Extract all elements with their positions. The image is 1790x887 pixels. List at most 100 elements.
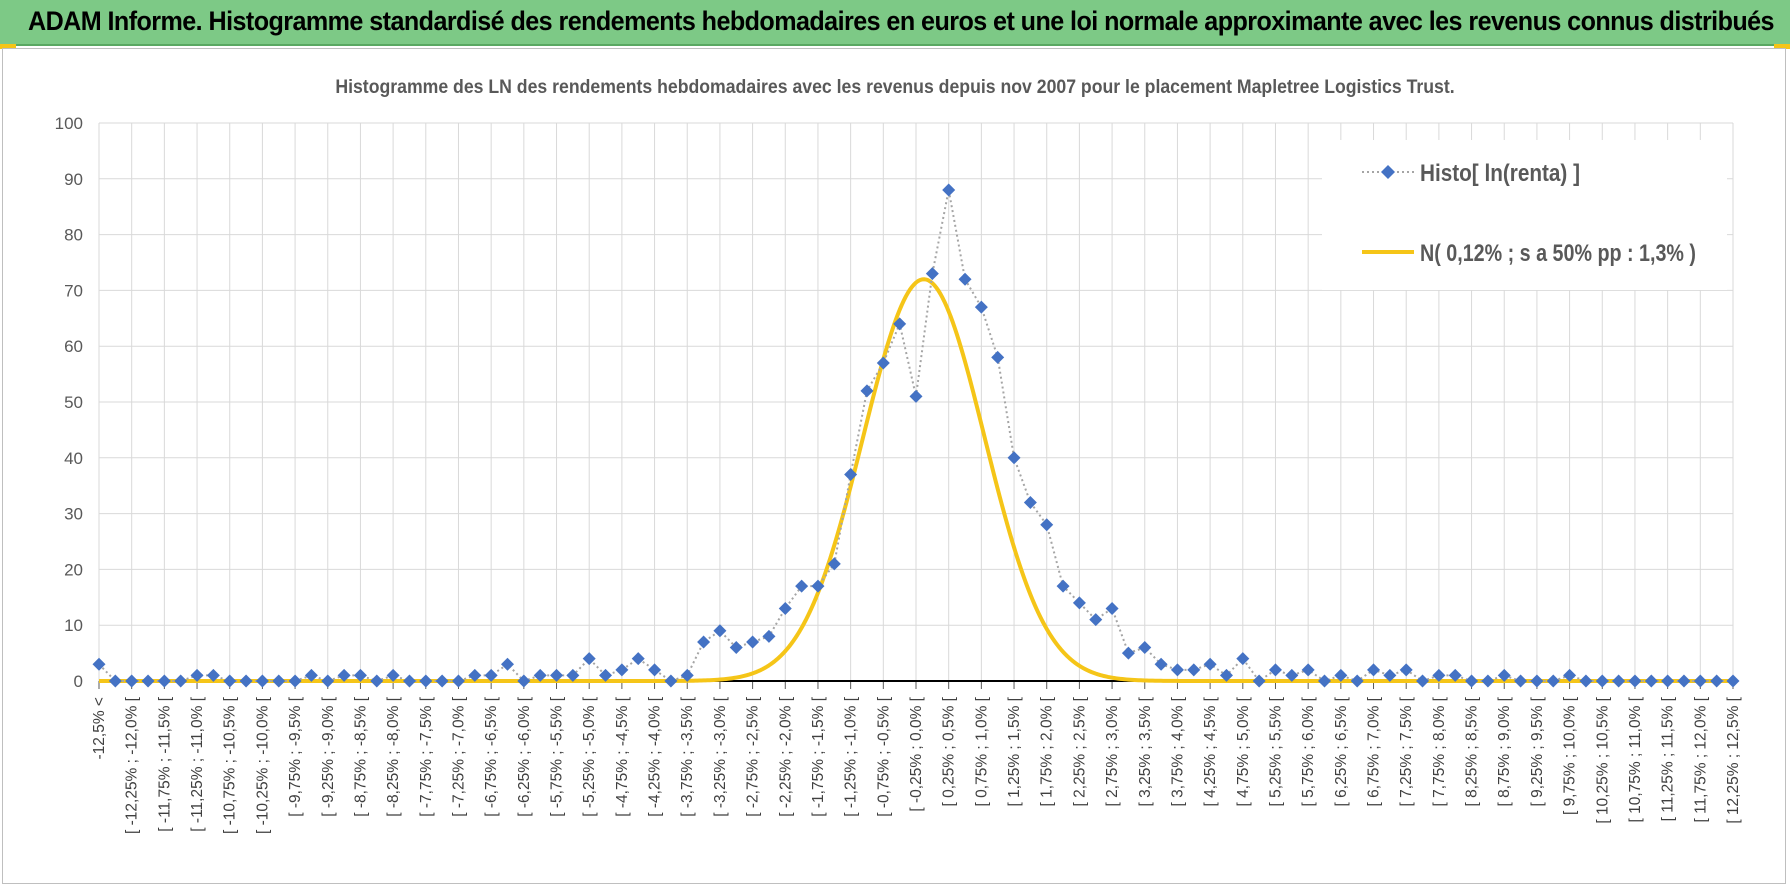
x-tick-label: [ 9,25% ; 9,5% [ [1529, 696, 1546, 806]
histogram-point [272, 674, 286, 688]
histogram-point [353, 668, 367, 682]
histogram-point [1072, 596, 1086, 610]
x-tick-label: -12,5% < [91, 697, 108, 759]
histogram-point [762, 629, 776, 643]
x-tick-label: [ 11,25% ; 11,5% [ [1660, 696, 1677, 821]
histogram-point [991, 350, 1005, 364]
y-tick-label: 60 [64, 337, 83, 356]
x-tick-label: [ 11,75% ; 12,0% [ [1692, 696, 1709, 822]
histogram-point [125, 674, 139, 688]
histogram-point [1628, 674, 1642, 688]
histogram-point [1465, 674, 1479, 688]
histogram-point [566, 668, 580, 682]
x-tick-label: [ 4,25% ; 4,5% [ [1202, 696, 1219, 806]
histogram-point [501, 657, 514, 671]
histogram-point [729, 641, 743, 655]
histogram-point [1367, 663, 1381, 677]
histogram-point [550, 668, 564, 682]
x-tick-label: [ 2,25% ; 2,5% [ [1071, 696, 1088, 806]
histogram-point [1563, 668, 1577, 682]
x-tick-label: [ 3,75% ; 4,0% [ [1169, 696, 1186, 806]
histogram-point [141, 674, 155, 688]
x-tick-label: [ 10,25% ; 10,5% [ [1594, 696, 1611, 823]
x-tick-label: [ -5,25% ; -5,0% [ [581, 696, 598, 816]
histogram-point [1481, 674, 1495, 688]
histogram-point [925, 267, 939, 281]
x-tick-label: [ -4,25% ; -4,0% [ [647, 696, 664, 816]
legend-histo-marker [1381, 165, 1395, 179]
y-tick-label: 30 [64, 505, 83, 524]
x-tick-label: [ -0,75% ; -0,5% [ [875, 696, 892, 816]
chart-title: Histogramme des LN des rendements hebdom… [335, 75, 1454, 97]
histogram-point [664, 674, 678, 688]
histogram-point [386, 668, 400, 682]
x-tick-label: [ -7,25% ; -7,0% [ [450, 696, 467, 816]
x-tick-label: [ 5,25% ; 5,5% [ [1267, 696, 1284, 806]
histogram-point [876, 356, 890, 370]
histogram-point [517, 674, 531, 688]
histogram-point [1105, 601, 1119, 615]
x-tick-label: [ 0,25% ; 0,5% [ [941, 696, 958, 806]
histogram-point [451, 674, 465, 688]
report-title: ADAM Informe. Histogramme standardisé de… [28, 6, 1775, 36]
y-tick-label: 10 [64, 616, 83, 635]
x-tick-label: [ -8,25% ; -8,0% [ [385, 696, 402, 816]
histogram-point [1187, 663, 1201, 677]
histogram-point [1595, 674, 1609, 688]
histogram-point [582, 652, 596, 666]
histogram-point [435, 674, 449, 688]
x-tick-label: [ 9,75% ; 10,0% [ [1562, 696, 1579, 815]
histogram-point [827, 557, 841, 571]
histogram-point [648, 663, 662, 677]
x-tick-label: [ 12,25% ; 12,5% [ [1725, 696, 1742, 823]
histogram-point [1301, 663, 1315, 677]
histogram-point [1138, 641, 1152, 655]
x-tick-label: [ 10,75% ; 11,0% [ [1627, 696, 1644, 822]
histogram-point [1432, 668, 1446, 682]
x-tick-label: [ -11,75% ; -11,5% [ [156, 696, 173, 831]
y-tick-label: 20 [64, 560, 83, 579]
x-tick-label: [ 5,75% ; 6,0% [ [1300, 696, 1317, 806]
histogram-point [1318, 674, 1331, 688]
histogram-point [239, 674, 253, 688]
legend-label-histo: Histo[ ln(renta) ] [1420, 160, 1580, 187]
x-tick-label: [ -10,75% ; -10,5% [ [222, 696, 239, 834]
x-tick-label: [ -7,75% ; -7,5% [ [418, 696, 435, 816]
histogram-point [1546, 674, 1560, 688]
histogram-point [1334, 668, 1348, 682]
banner-corner-left [0, 44, 16, 49]
legend-box [1322, 140, 1727, 290]
x-tick-label: [ 2,75% ; 3,0% [ [1104, 696, 1121, 806]
y-tick-label: 80 [64, 226, 83, 245]
y-tick-label: 90 [64, 170, 83, 189]
x-tick-label: [ -8,75% ; -8,5% [ [352, 696, 369, 816]
histogram-point [419, 674, 433, 688]
histogram-point [1121, 646, 1135, 660]
histogram-point [1644, 674, 1658, 688]
x-tick-label: [ 6,25% ; 6,5% [ [1333, 696, 1350, 806]
y-tick-label: 40 [64, 449, 83, 468]
x-tick-label: [ -9,25% ; -9,0% [ [320, 696, 337, 816]
histogram-point [631, 652, 645, 666]
histogram-point [1252, 674, 1266, 688]
x-tick-label: [ 1,75% ; 2,0% [ [1039, 696, 1056, 806]
x-tick-label: [ 3,25% ; 3,5% [ [1137, 696, 1154, 806]
x-tick-label: [ 7,75% ; 8,0% [ [1431, 696, 1448, 806]
x-tick-label: [ -4,75% ; -4,5% [ [614, 696, 631, 816]
histogram-point [206, 668, 220, 682]
histogram-point [599, 668, 613, 682]
legend: Histo[ ln(renta) ] N( 0,12% ; s a 50% pp … [1322, 140, 1727, 290]
histogram-point [1089, 613, 1103, 627]
histogram-point [1497, 668, 1511, 682]
histogram-point [860, 384, 874, 398]
histogram-point [1056, 579, 1070, 593]
histogram-point [321, 674, 335, 688]
histogram-point [1416, 674, 1430, 688]
x-tick-label: [ 0,75% ; 1,0% [ [973, 696, 990, 806]
x-tick-label: [ 8,25% ; 8,5% [ [1464, 696, 1481, 806]
histogram-point [468, 668, 482, 682]
y-tick-label: 100 [55, 114, 83, 133]
x-tick-label: [ -0,25% ; 0,0% [ [908, 696, 925, 811]
histogram-point [1236, 652, 1250, 666]
